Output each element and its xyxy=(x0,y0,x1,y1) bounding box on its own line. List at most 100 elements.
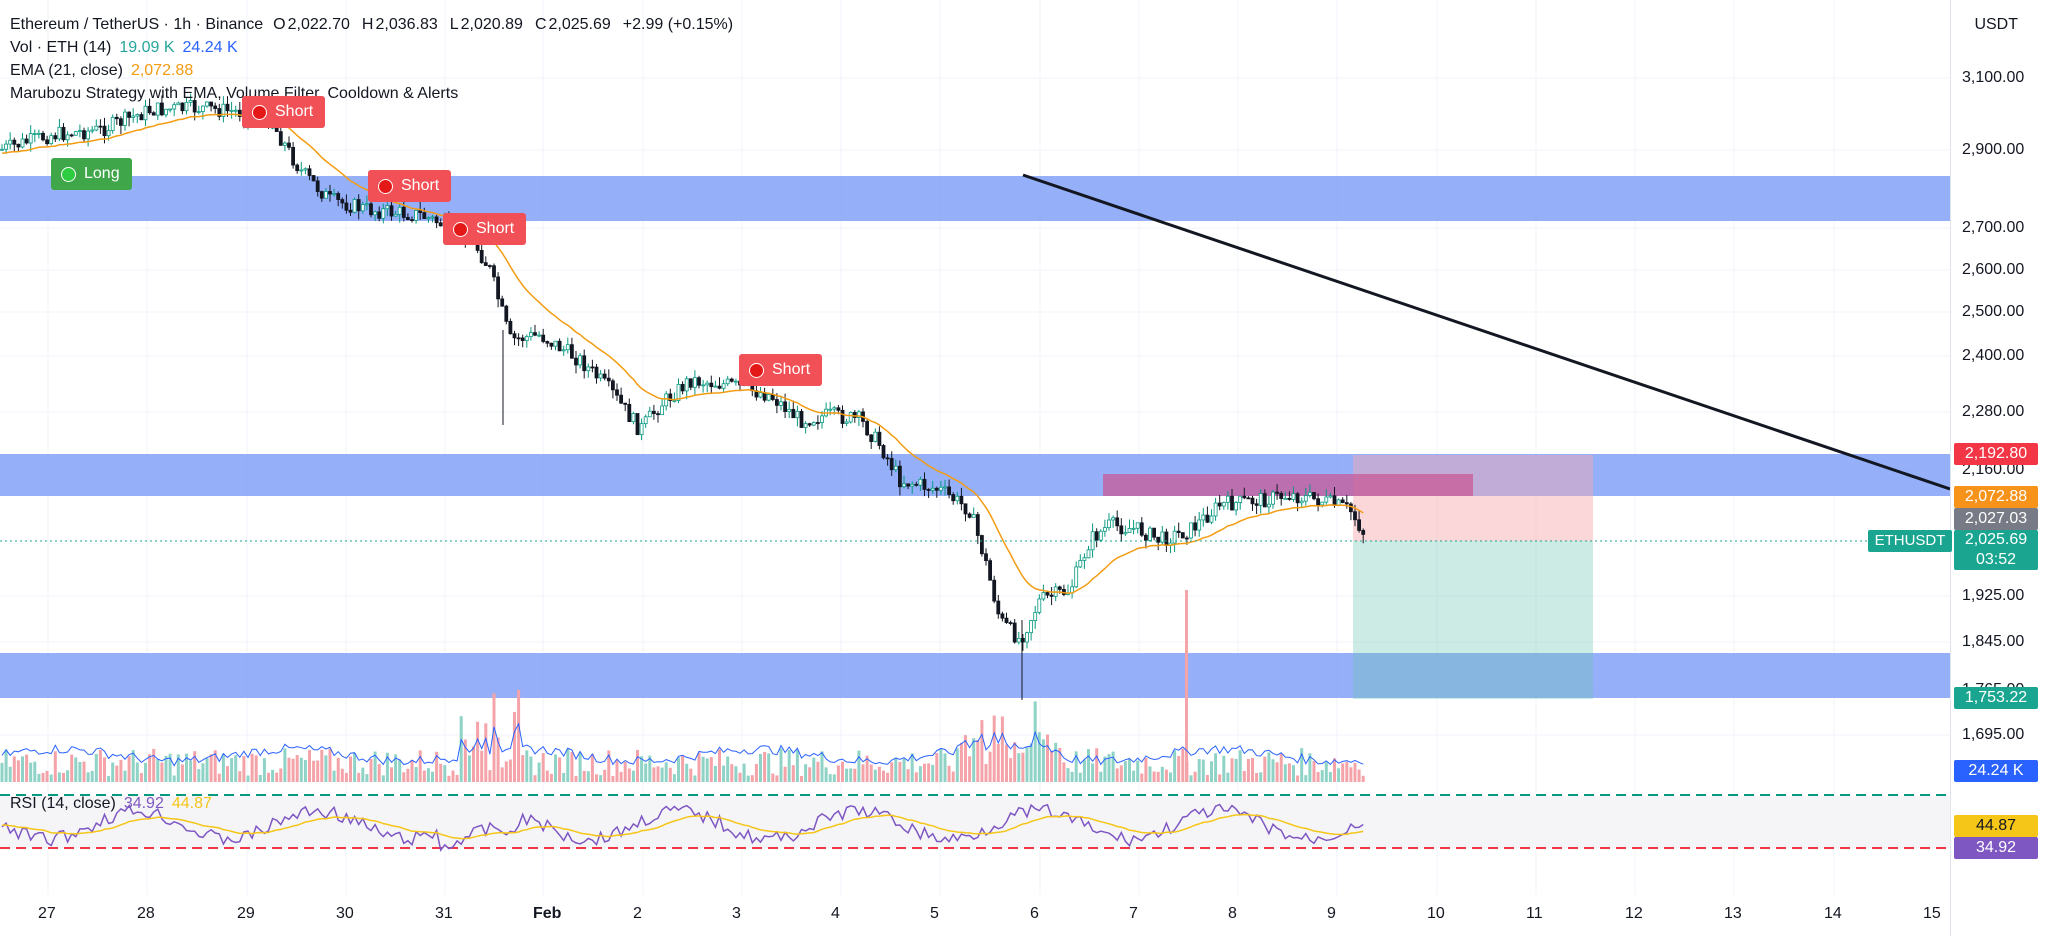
candle-body xyxy=(291,146,296,166)
volume-bar xyxy=(890,762,894,782)
volume-bar xyxy=(894,757,898,782)
volume-bar xyxy=(517,689,521,782)
candle-body xyxy=(1357,519,1361,531)
candle-body xyxy=(820,415,824,423)
signal-short-3[interactable]: Short xyxy=(443,213,527,245)
volume-bar xyxy=(914,772,918,782)
volume-bar xyxy=(1349,767,1353,782)
volume-bar xyxy=(402,772,406,782)
signal-long-1[interactable]: Long xyxy=(51,158,132,190)
candle-body xyxy=(1078,559,1083,568)
volume-bar xyxy=(381,775,385,782)
volume-bar xyxy=(1029,743,1033,782)
volume-bar xyxy=(455,774,459,782)
volume-bar xyxy=(1078,772,1082,782)
candle-body xyxy=(697,377,701,386)
candle-body xyxy=(205,101,209,107)
volume-bar xyxy=(1144,757,1148,782)
strategy-name: Marubozu Strategy with EMA, Volume Filte… xyxy=(10,85,459,102)
volume-bar xyxy=(115,765,119,782)
time-tick-label: 30 xyxy=(336,905,354,922)
candle-body xyxy=(893,465,898,471)
candle-body xyxy=(586,366,591,372)
candle-body xyxy=(1221,501,1226,507)
volume-bar xyxy=(1205,774,1209,782)
volume-bar xyxy=(718,749,721,782)
candle-body xyxy=(287,142,291,148)
volume-bar xyxy=(25,754,29,782)
volume-bar xyxy=(303,759,307,782)
rsi-legend[interactable]: RSI (14, close) 34.92 44.87 xyxy=(10,795,212,813)
volume-bar xyxy=(156,758,160,782)
volume-bar xyxy=(873,769,877,782)
volume-bar xyxy=(824,767,828,782)
signal-short-1[interactable]: Short xyxy=(242,96,326,128)
volume-bar xyxy=(795,749,799,782)
volume-bar xyxy=(693,775,697,782)
candle-body xyxy=(410,219,414,222)
volume-bar xyxy=(726,756,730,782)
candle-body xyxy=(86,130,90,140)
rsi-price-tag: 34.92 xyxy=(1954,837,2038,859)
candle-body xyxy=(590,366,595,369)
volume-bar xyxy=(1308,753,1312,782)
candle-body xyxy=(319,191,324,199)
volume-bar xyxy=(976,739,980,782)
currency-label[interactable]: USDT xyxy=(1974,16,2018,33)
candle-body xyxy=(414,210,419,221)
candle-body xyxy=(795,410,800,419)
volume-bar xyxy=(812,757,816,782)
volume-bar xyxy=(599,775,603,782)
candle-body xyxy=(1205,514,1210,523)
volume-bar xyxy=(86,772,90,782)
volume-bar xyxy=(578,752,582,782)
candle-body xyxy=(1127,528,1132,533)
candle-body xyxy=(545,341,550,344)
price-tick-label: 2,900.00 xyxy=(1962,141,2025,158)
volume-bar xyxy=(804,764,808,782)
volume-bar xyxy=(1251,758,1254,782)
volume-bar xyxy=(426,768,430,782)
candle-body xyxy=(877,431,882,446)
volume-bar xyxy=(1005,744,1008,782)
time-tick-label: 28 xyxy=(137,905,155,922)
volume-bar xyxy=(283,748,287,782)
candle-body xyxy=(762,392,767,401)
candle-body xyxy=(537,334,541,337)
price-tick-label: 2,400.00 xyxy=(1962,347,2025,364)
volume-legend[interactable]: Vol · ETH (14) 19.09 K 24.24 K xyxy=(10,36,735,59)
volume-bar xyxy=(443,765,447,782)
signal-short-2[interactable]: Short xyxy=(368,170,452,202)
ema-legend[interactable]: EMA (21, close) 2,072.88 xyxy=(10,59,735,82)
candle-body xyxy=(975,514,980,536)
strategy-legend[interactable]: Marubozu Strategy with EMA, Volume Filte… xyxy=(10,82,735,105)
candle-body xyxy=(176,102,181,106)
candle-body xyxy=(1234,502,1238,511)
volume-bar xyxy=(705,758,709,782)
candle-body xyxy=(209,101,214,107)
chart-canvas[interactable] xyxy=(0,0,1952,936)
volume-bar xyxy=(910,753,914,782)
signal-short-4[interactable]: Short xyxy=(739,354,823,386)
time-tick-label: 3 xyxy=(732,905,741,922)
candle-body xyxy=(943,486,947,489)
volume-bar xyxy=(1000,716,1004,782)
volume-bar xyxy=(1021,752,1025,782)
candle-body xyxy=(844,421,849,424)
candle-body xyxy=(840,409,845,424)
candle-body xyxy=(336,193,341,200)
candle-body xyxy=(557,340,562,352)
volume-bar xyxy=(398,759,402,782)
candle-body xyxy=(123,111,127,126)
chart-area[interactable] xyxy=(0,0,1952,936)
volume-bar xyxy=(447,775,451,782)
volume-bar xyxy=(832,774,836,782)
candle-body xyxy=(791,408,796,419)
volume-bar xyxy=(783,766,787,782)
symbol-title[interactable]: Ethereum / TetherUS · 1h · Binance xyxy=(10,16,264,33)
volume-bar xyxy=(644,763,648,782)
last-price-tag: 2,025.69 03:52 xyxy=(1954,530,2038,570)
candle-body xyxy=(574,357,578,366)
candle-body xyxy=(8,139,13,145)
ema-price-tag: 2,072.88 xyxy=(1954,486,2038,508)
